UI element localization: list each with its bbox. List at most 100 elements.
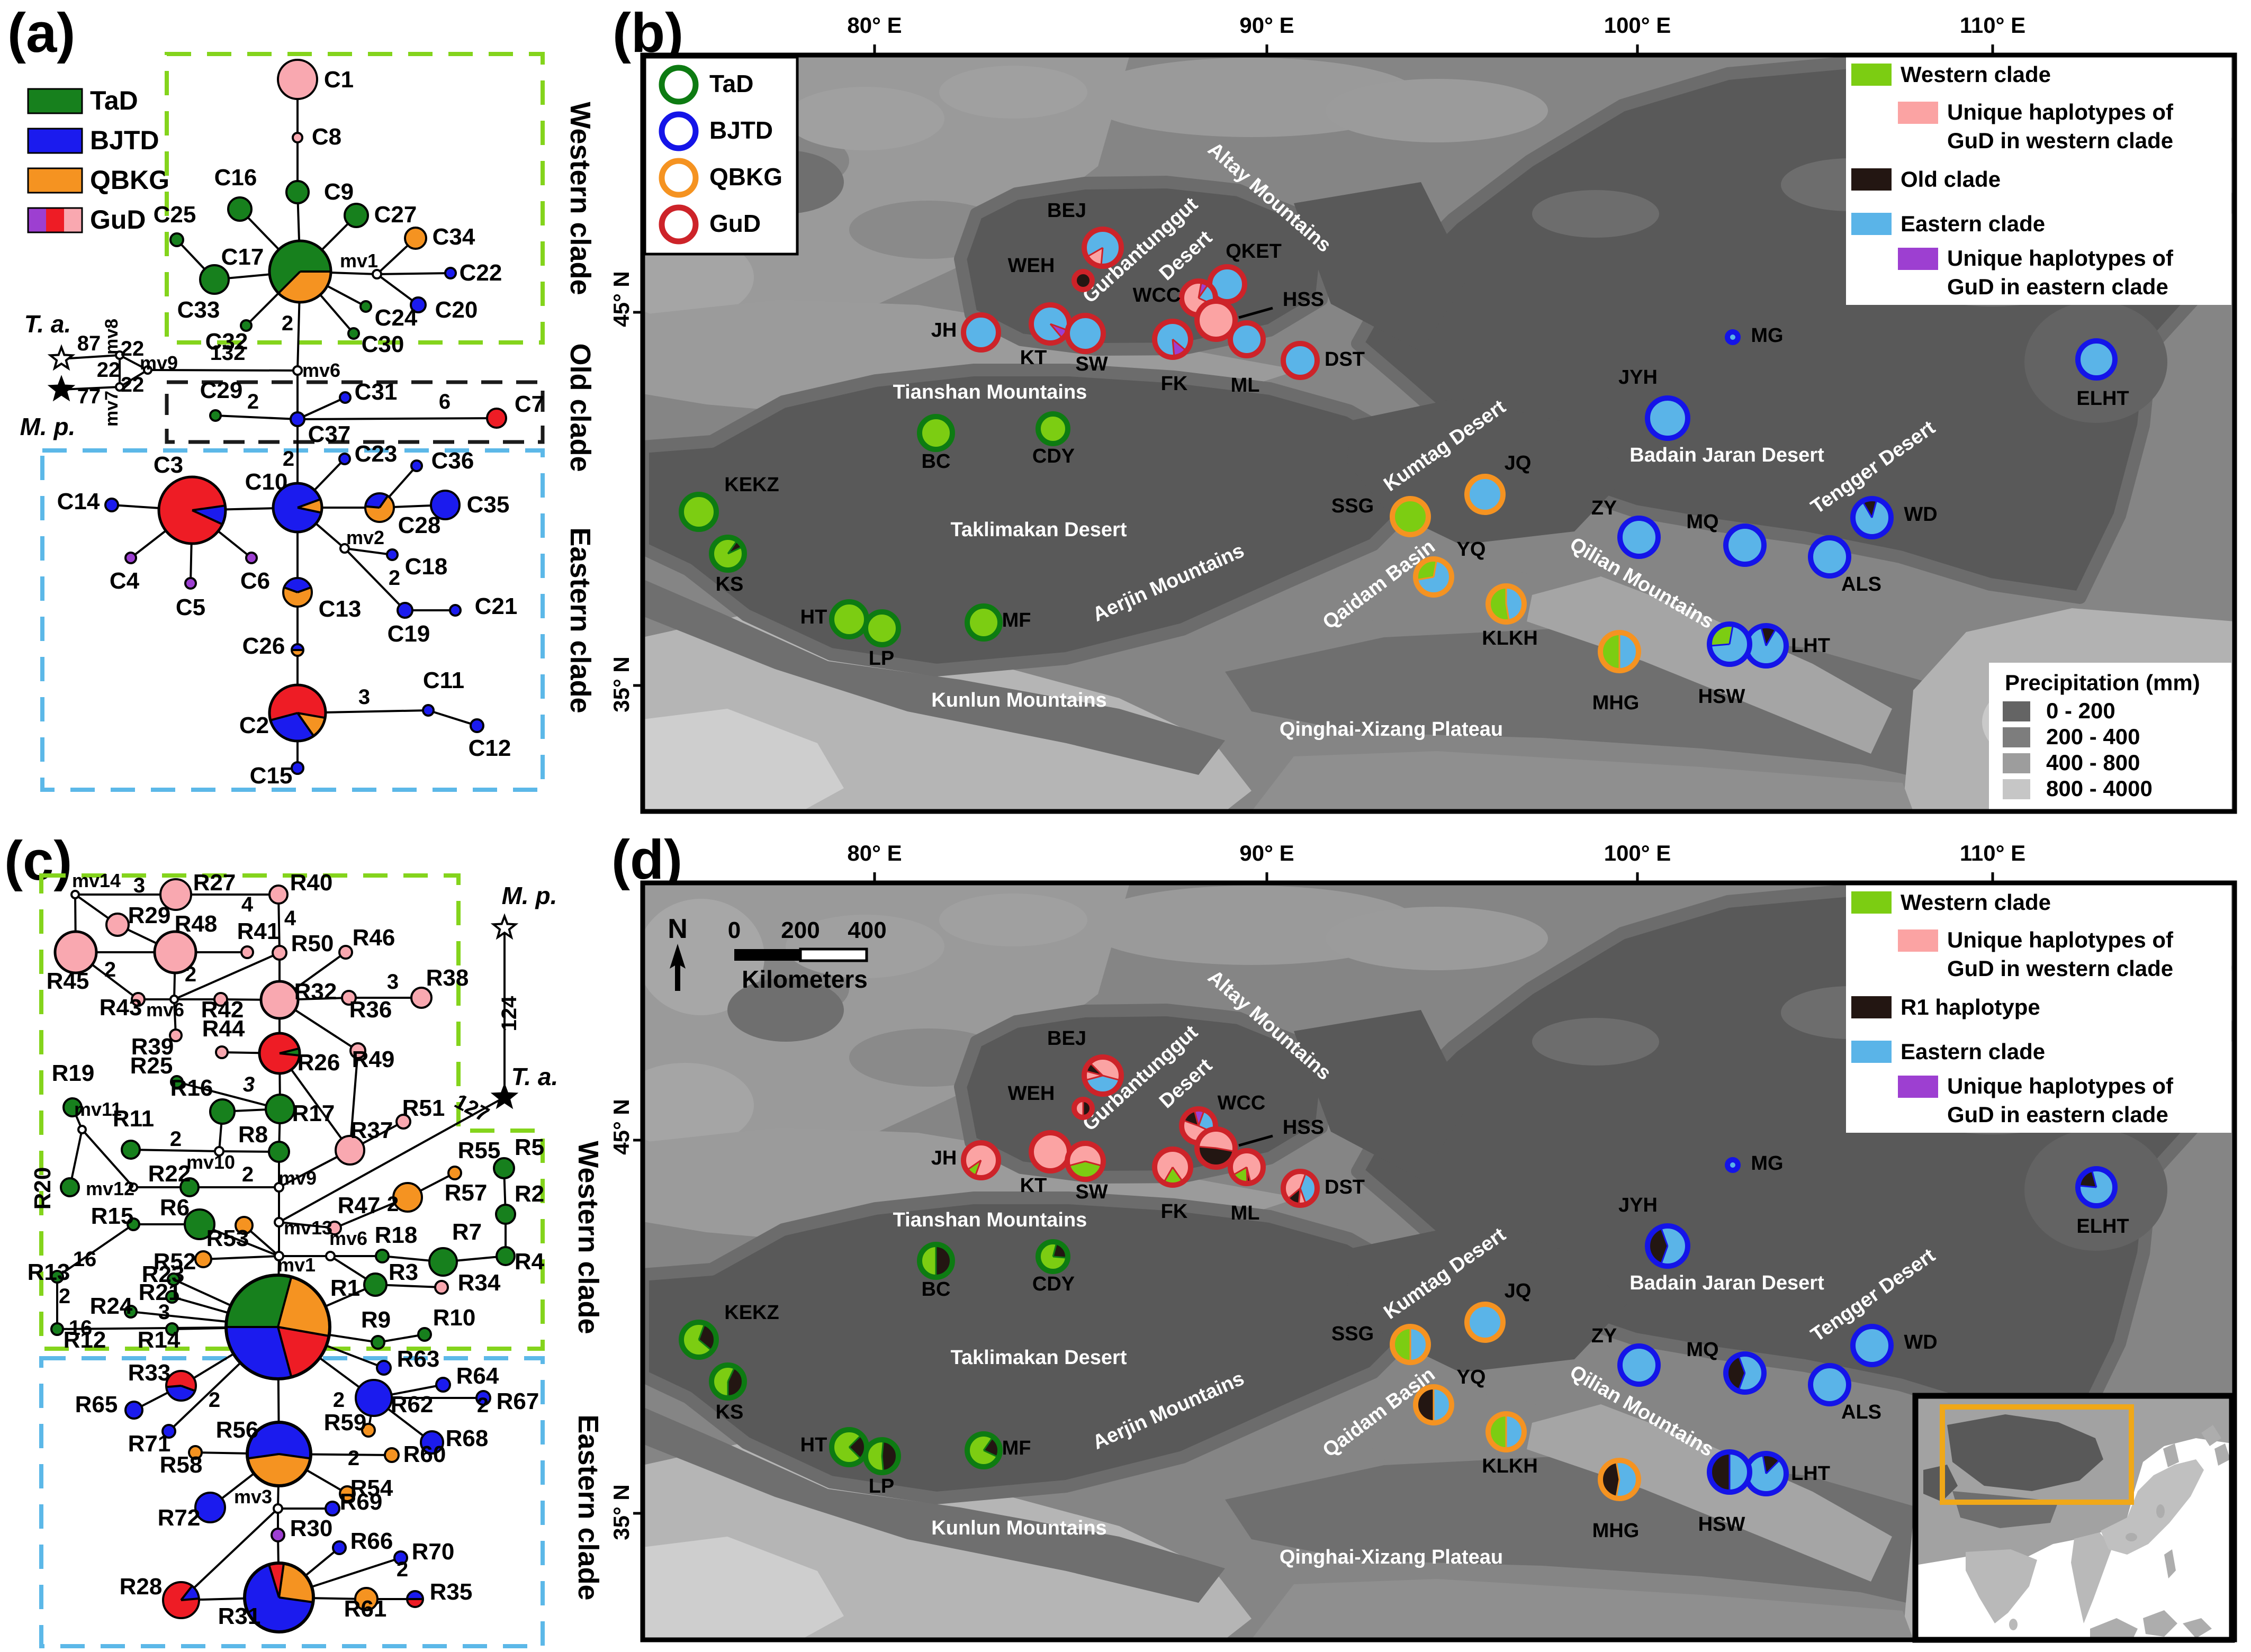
svg-text:Qinghai-Xizang Plateau: Qinghai-Xizang Plateau xyxy=(1280,1546,1503,1568)
svg-text:R32: R32 xyxy=(294,979,337,1005)
svg-text:80° E: 80° E xyxy=(847,13,902,38)
svg-text:C19: C19 xyxy=(388,621,430,647)
svg-text:mv7: mv7 xyxy=(102,391,122,427)
svg-text:87: 87 xyxy=(77,332,101,355)
svg-text:200 - 400: 200 - 400 xyxy=(2046,724,2140,749)
svg-text:2: 2 xyxy=(389,566,400,590)
svg-text:Badain Jaran Desert: Badain Jaran Desert xyxy=(1629,444,1824,466)
svg-text:C3: C3 xyxy=(154,452,183,478)
svg-text:2: 2 xyxy=(477,1394,489,1417)
svg-text:35° N: 35° N xyxy=(609,656,634,712)
svg-text:Eastern clade: Eastern clade xyxy=(564,527,596,713)
svg-text:WD: WD xyxy=(1904,1331,1937,1353)
svg-text:ELHT: ELHT xyxy=(2076,1215,2129,1238)
svg-text:MHG: MHG xyxy=(1592,692,1640,714)
svg-text:R43: R43 xyxy=(100,995,142,1021)
svg-text:C16: C16 xyxy=(214,165,257,191)
svg-text:R21: R21 xyxy=(139,1279,182,1305)
svg-text:R38: R38 xyxy=(426,965,469,991)
svg-text:R1: R1 xyxy=(330,1275,360,1301)
svg-text:Eastern clade: Eastern clade xyxy=(1901,211,2045,236)
svg-text:R47: R47 xyxy=(338,1193,381,1218)
svg-text:Qinghai-Xizang Plateau: Qinghai-Xizang Plateau xyxy=(1280,718,1503,741)
svg-text:R5: R5 xyxy=(515,1134,544,1160)
svg-text:R9: R9 xyxy=(361,1307,391,1333)
svg-text:R17: R17 xyxy=(292,1100,335,1126)
svg-text:C23: C23 xyxy=(355,441,398,467)
svg-text:R18: R18 xyxy=(375,1222,418,1248)
svg-text:C25: C25 xyxy=(154,202,196,228)
svg-text:2: 2 xyxy=(348,1447,359,1470)
svg-text:2: 2 xyxy=(242,1163,254,1186)
svg-text:mv8: mv8 xyxy=(102,319,122,355)
svg-text:ML: ML xyxy=(1231,374,1260,396)
svg-text:BC: BC xyxy=(922,1278,951,1301)
svg-text:Taklimakan Desert: Taklimakan Desert xyxy=(950,1347,1127,1369)
svg-text:2: 2 xyxy=(247,390,259,413)
svg-text:R31: R31 xyxy=(218,1603,261,1629)
svg-text:YQ: YQ xyxy=(1457,1366,1486,1388)
svg-text:KLKH: KLKH xyxy=(1482,627,1538,649)
svg-text:mv11: mv11 xyxy=(74,1098,122,1120)
svg-text:mv9: mv9 xyxy=(278,1167,317,1189)
svg-text:3: 3 xyxy=(243,1073,255,1096)
svg-text:R34: R34 xyxy=(458,1270,501,1296)
svg-text:R28: R28 xyxy=(120,1574,163,1600)
svg-text:LP: LP xyxy=(869,647,895,670)
svg-text:JYH: JYH xyxy=(1618,366,1658,389)
svg-text:2: 2 xyxy=(387,1193,399,1216)
svg-text:MQ: MQ xyxy=(1686,511,1718,533)
svg-text:R13: R13 xyxy=(28,1259,70,1285)
svg-text:R16: R16 xyxy=(170,1075,213,1101)
svg-text:QBKG: QBKG xyxy=(709,163,782,191)
svg-text:22: 22 xyxy=(121,373,145,396)
svg-text:mv6: mv6 xyxy=(302,359,340,381)
svg-text:400: 400 xyxy=(848,917,886,943)
svg-text:C36: C36 xyxy=(431,448,474,474)
svg-text:ELHT: ELHT xyxy=(2076,387,2129,410)
svg-text:C2: C2 xyxy=(239,712,269,738)
svg-text:MF: MF xyxy=(1002,1437,1031,1459)
svg-text:JH: JH xyxy=(931,1147,957,1169)
svg-text:ML: ML xyxy=(1231,1202,1260,1224)
svg-text:R39: R39 xyxy=(131,1034,174,1060)
svg-text:2: 2 xyxy=(170,1127,182,1151)
svg-text:R58: R58 xyxy=(160,1452,203,1478)
svg-text:R40: R40 xyxy=(290,870,333,896)
svg-text:R12: R12 xyxy=(64,1327,106,1353)
svg-text:R70: R70 xyxy=(412,1539,455,1565)
svg-text:KEKZ: KEKZ xyxy=(724,474,779,496)
svg-text:SSG: SSG xyxy=(1331,1323,1374,1345)
svg-text:2: 2 xyxy=(185,963,196,986)
svg-text:N: N xyxy=(668,914,688,944)
svg-text:ALS: ALS xyxy=(1841,1401,1881,1423)
svg-text:GuD in western clade: GuD in western clade xyxy=(1947,128,2173,153)
svg-text:Eastern clade: Eastern clade xyxy=(1901,1039,2045,1064)
svg-text:mv14: mv14 xyxy=(72,870,121,891)
svg-text:C4: C4 xyxy=(110,568,140,594)
svg-text:Badain Jaran Desert: Badain Jaran Desert xyxy=(1629,1272,1824,1294)
svg-text:mv6: mv6 xyxy=(329,1227,367,1249)
svg-text:16: 16 xyxy=(73,1248,97,1271)
svg-text:C28: C28 xyxy=(398,512,441,538)
svg-text:ZY: ZY xyxy=(1591,497,1617,519)
svg-text:Taklimakan Desert: Taklimakan Desert xyxy=(950,519,1127,541)
svg-text:3: 3 xyxy=(358,685,370,709)
svg-text:JYH: JYH xyxy=(1618,1194,1658,1216)
svg-text:22: 22 xyxy=(97,358,121,382)
svg-text:KEKZ: KEKZ xyxy=(724,1302,779,1324)
svg-text:C6: C6 xyxy=(240,568,270,594)
svg-text:R72: R72 xyxy=(158,1505,201,1531)
svg-text:mv6: mv6 xyxy=(146,999,184,1021)
svg-text:WD: WD xyxy=(1904,503,1937,526)
svg-text:R1 haplotype: R1 haplotype xyxy=(1901,995,2040,1019)
svg-text:LHT: LHT xyxy=(1791,635,1830,657)
svg-text:WEH: WEH xyxy=(1008,1082,1055,1105)
svg-text:JQ: JQ xyxy=(1505,452,1532,474)
svg-text:R53: R53 xyxy=(206,1225,249,1251)
svg-text:Old clade: Old clade xyxy=(564,343,596,472)
svg-text:mv10: mv10 xyxy=(186,1151,235,1173)
svg-text:Western clade: Western clade xyxy=(1901,62,2051,87)
svg-text:R14: R14 xyxy=(138,1327,181,1353)
svg-text:mv2: mv2 xyxy=(346,527,384,548)
